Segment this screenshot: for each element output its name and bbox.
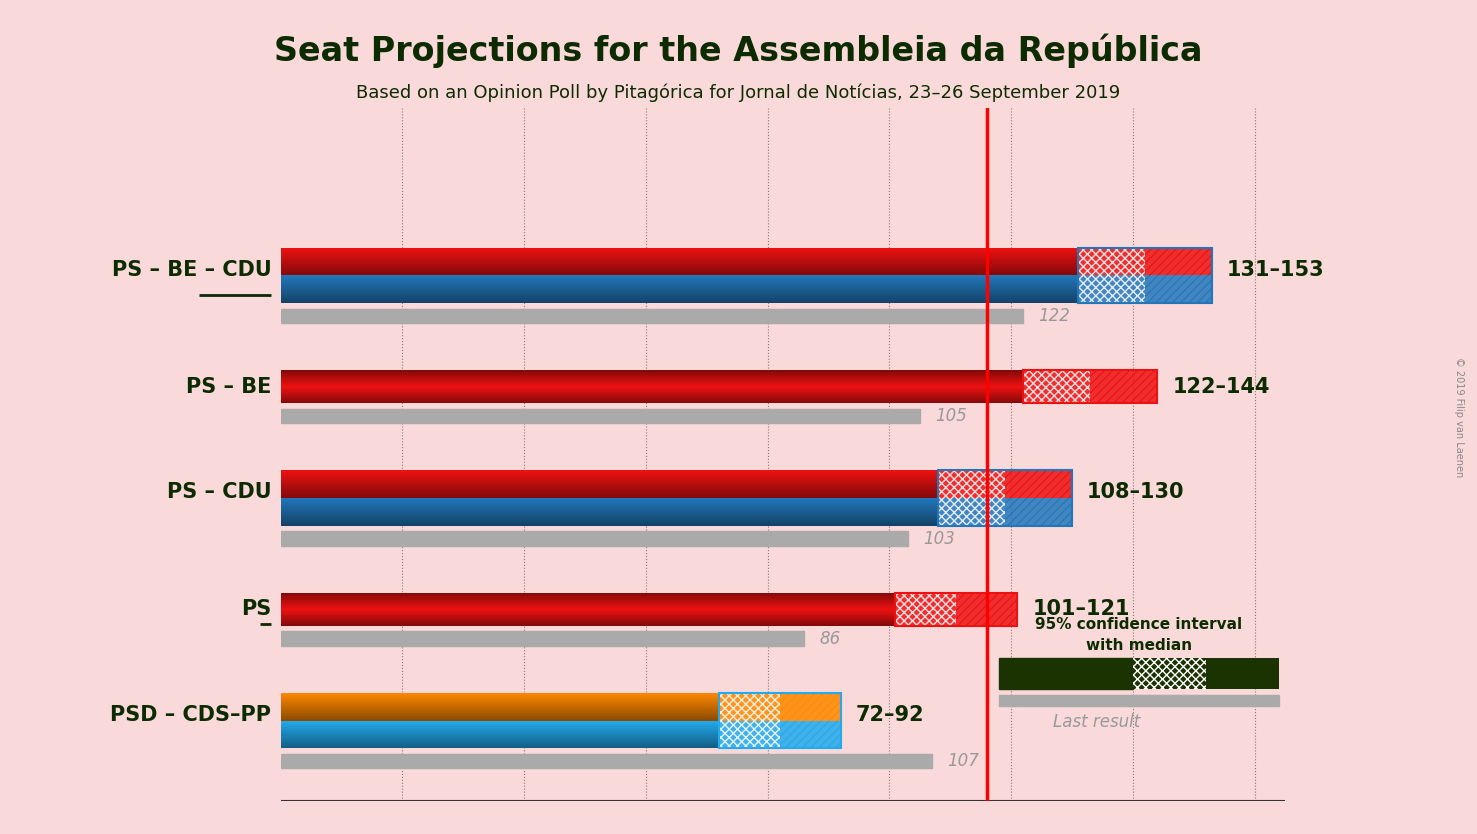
Bar <box>1090 370 1156 404</box>
Text: 107: 107 <box>947 752 979 770</box>
Bar <box>938 470 1072 525</box>
Text: PS – BE: PS – BE <box>186 377 272 397</box>
Text: PSD – CDS–PP: PSD – CDS–PP <box>111 705 272 725</box>
Text: 95% confidence interval
with median: 95% confidence interval with median <box>1035 616 1242 653</box>
Bar <box>1078 275 1145 304</box>
Text: Based on an Opinion Poll by Pitagórica for Jornal de Notícias, 23–26 September 2: Based on an Opinion Poll by Pitagórica f… <box>356 83 1121 102</box>
Bar <box>1004 498 1072 525</box>
Bar <box>956 592 1018 626</box>
Text: 122–144: 122–144 <box>1173 377 1270 397</box>
Text: 122: 122 <box>1038 307 1071 325</box>
Bar <box>895 592 1018 626</box>
Bar <box>1145 275 1213 304</box>
Bar <box>1024 370 1090 404</box>
Bar <box>780 721 840 748</box>
Text: Last result: Last result <box>1053 713 1140 731</box>
Bar <box>780 693 840 721</box>
Bar <box>1078 248 1213 304</box>
Bar <box>281 631 803 646</box>
Bar <box>998 658 1133 690</box>
Bar <box>938 498 1004 525</box>
Bar <box>281 754 932 768</box>
Bar <box>1205 658 1279 690</box>
Bar <box>719 721 780 748</box>
Bar <box>895 592 956 626</box>
Text: © 2019 Filip van Laenen: © 2019 Filip van Laenen <box>1455 357 1464 477</box>
Text: 101–121: 101–121 <box>1032 599 1130 619</box>
Text: Seat Projections for the Assembleia da República: Seat Projections for the Assembleia da R… <box>275 33 1202 68</box>
Text: 131–153: 131–153 <box>1227 259 1325 279</box>
Bar <box>998 695 1279 706</box>
Text: 105: 105 <box>935 407 967 425</box>
Bar <box>281 409 920 424</box>
Bar <box>938 470 1004 498</box>
Bar <box>719 693 840 748</box>
Text: 103: 103 <box>923 530 954 548</box>
Text: 86: 86 <box>820 630 840 648</box>
Text: PS: PS <box>241 599 272 619</box>
Bar <box>1024 370 1156 404</box>
Text: 72–92: 72–92 <box>855 705 925 725</box>
Bar <box>1145 248 1213 275</box>
Bar <box>281 531 907 545</box>
Text: PS – CDU: PS – CDU <box>167 482 272 502</box>
Text: PS – BE – CDU: PS – BE – CDU <box>112 259 272 279</box>
Bar <box>1133 658 1205 690</box>
Bar <box>719 693 780 721</box>
Bar <box>281 309 1024 324</box>
Text: 108–130: 108–130 <box>1087 482 1185 502</box>
Bar <box>1078 248 1145 275</box>
Bar <box>1004 470 1072 498</box>
